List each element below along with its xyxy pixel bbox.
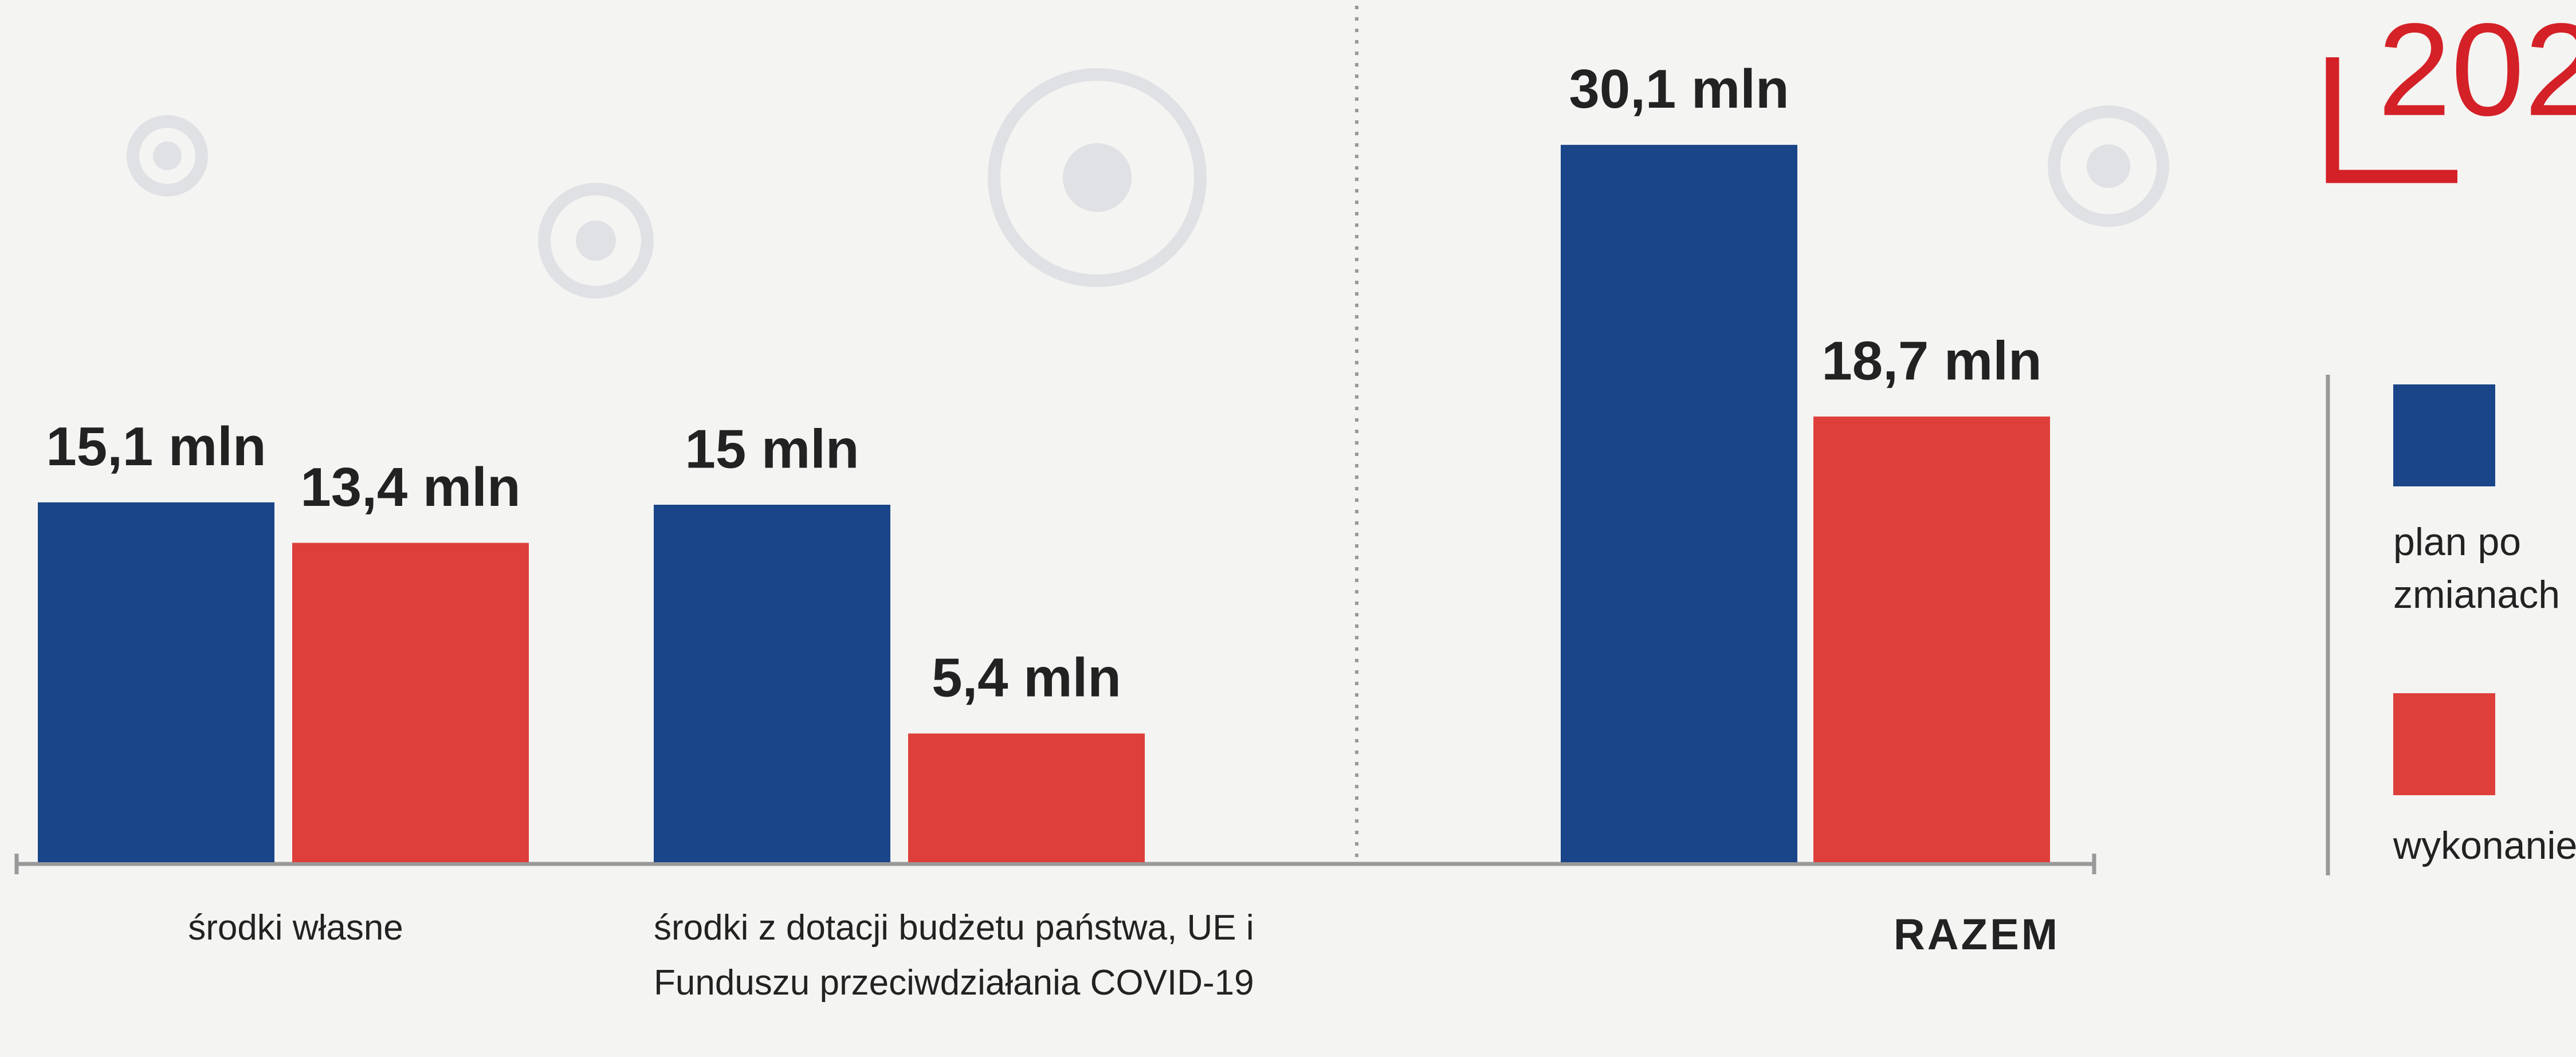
value-label: 5,4 mln [932,647,1121,709]
bar [654,505,890,862]
legend-swatch [2393,693,2495,795]
value-label: 18,7 mln [1821,330,2041,391]
value-label: 13,4 mln [300,457,520,518]
bar [1561,144,1797,863]
category-label: RAZEM [1893,910,2060,959]
title-bracket [2326,57,2457,183]
value-label: 30,1 mln [1569,58,1789,120]
value-label: 15,1 mln [46,416,266,477]
legend-label: wykonanie [2393,824,2576,867]
category-label: środki własne [188,908,403,948]
legend-swatch [2393,384,2495,486]
bar [908,733,1145,862]
decoration [153,142,2130,261]
legend-label: plan po zmianach [2393,520,2561,616]
value-label: 15 mln [685,418,859,480]
decoration [127,68,2169,298]
bar [1813,416,2050,862]
category-label: środki z dotacji budżetu państwa, UE i F… [654,908,1254,1003]
bar [292,543,529,862]
bar [38,502,274,862]
chart-title: 202 [2378,0,2576,143]
